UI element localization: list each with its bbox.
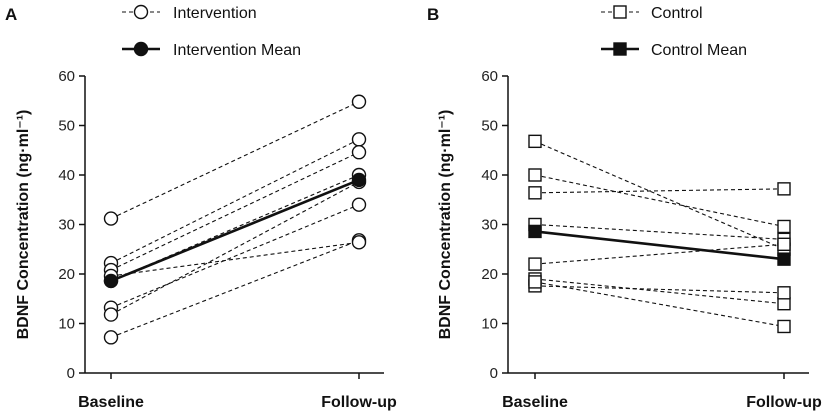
mean-point (777, 252, 791, 266)
legend: Control Control Mean (601, 5, 747, 59)
y-tick-label: 30 (481, 217, 498, 234)
y-tick-label: 0 (67, 365, 75, 382)
legend-individual-label: Control (651, 5, 703, 22)
legend-mean-marker (613, 42, 627, 56)
y-tick-label: 10 (58, 316, 75, 333)
y-tick-label: 20 (58, 266, 75, 283)
panel-label: B (427, 5, 439, 24)
y-tick-label: 40 (481, 167, 498, 184)
legend-mean-label: Intervention Mean (173, 42, 301, 59)
y-tick-label: 10 (481, 316, 498, 333)
series-line (534, 140, 785, 250)
y-axis-label: BDNF Concentration (ng·ml⁻¹) (15, 110, 32, 340)
y-tick-label: 40 (58, 167, 75, 184)
data-point (528, 168, 542, 182)
legend-individual-marker (613, 5, 627, 19)
data-point (777, 286, 791, 300)
x-tick-label: Follow-up (746, 394, 822, 411)
data-point (777, 182, 791, 196)
y-tick-label: 50 (481, 118, 498, 135)
series-line (110, 151, 360, 271)
x-tick-label: Follow-up (321, 394, 397, 411)
series-line (110, 204, 360, 309)
series-line (534, 223, 785, 240)
data-point (528, 186, 542, 200)
chart-panel-a: A 0 10 20 30 40 50 60 Baseline Follow-up BDNF Conc… (5, 4, 397, 411)
data-point (777, 237, 791, 252)
data-point (528, 257, 542, 271)
y-axis-label: BDNF Concentration (ng·ml⁻¹) (437, 110, 454, 340)
y-tick-label: 30 (58, 217, 75, 234)
legend-individual-marker (133, 4, 149, 20)
series-line (110, 239, 360, 338)
mean-line (110, 178, 360, 283)
series-line (534, 174, 785, 228)
series-line (110, 181, 360, 316)
chart-panel-b: B 0 10 20 30 40 50 60 Baseline Follow-up BDNF Conc… (427, 5, 822, 411)
data-point (351, 197, 367, 212)
panel-label: A (5, 5, 17, 24)
data-point (528, 275, 542, 289)
legend-mean-label: Control Mean (651, 42, 747, 59)
y-tick-label: 20 (481, 266, 498, 283)
data-point (103, 211, 119, 226)
y-tick-label: 60 (58, 68, 75, 85)
data-point (351, 145, 367, 160)
series-line (110, 101, 360, 220)
data-point (351, 94, 367, 109)
legend-mean-marker (133, 41, 149, 57)
series-line (110, 241, 360, 277)
data-point (777, 319, 791, 334)
data-point (351, 132, 367, 147)
data-point (103, 307, 119, 322)
mean-line (534, 230, 785, 261)
data-point (103, 330, 119, 345)
mean-point (351, 172, 367, 188)
series-line (534, 285, 785, 294)
mean-point (103, 273, 119, 289)
legend-individual-label: Intervention (173, 5, 257, 22)
series-line (534, 188, 785, 194)
x-tick-label: Baseline (78, 394, 144, 411)
mean-point (528, 224, 542, 239)
y-tick-label: 60 (481, 68, 498, 85)
series-line (534, 281, 785, 328)
x-tick-label: Baseline (502, 394, 568, 411)
data-point (528, 134, 542, 149)
data-point (351, 235, 367, 250)
data-point (777, 219, 791, 234)
legend: Intervention Intervention Mean (122, 4, 301, 59)
y-tick-label: 50 (58, 118, 75, 135)
y-tick-label: 0 (490, 365, 498, 382)
